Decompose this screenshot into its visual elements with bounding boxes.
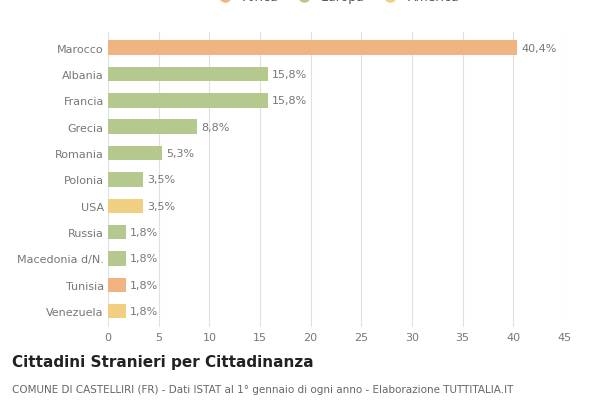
Bar	[108, 41, 517, 56]
Text: 5,3%: 5,3%	[166, 149, 194, 159]
Bar	[108, 173, 143, 187]
Bar	[108, 304, 126, 319]
Text: 1,8%: 1,8%	[130, 254, 158, 264]
Bar	[108, 94, 268, 108]
Bar	[108, 199, 143, 213]
Legend: Africa, Europa, America: Africa, Europa, America	[208, 0, 464, 9]
Text: 3,5%: 3,5%	[148, 201, 176, 211]
Bar	[108, 252, 126, 266]
Text: 15,8%: 15,8%	[272, 96, 307, 106]
Text: 1,8%: 1,8%	[130, 280, 158, 290]
Text: 3,5%: 3,5%	[148, 175, 176, 185]
Bar	[108, 225, 126, 240]
Bar	[108, 67, 268, 82]
Text: 1,8%: 1,8%	[130, 227, 158, 238]
Text: Cittadini Stranieri per Cittadinanza: Cittadini Stranieri per Cittadinanza	[12, 354, 314, 369]
Bar	[108, 278, 126, 292]
Text: 40,4%: 40,4%	[521, 43, 557, 54]
Text: 1,8%: 1,8%	[130, 306, 158, 317]
Text: COMUNE DI CASTELLIRI (FR) - Dati ISTAT al 1° gennaio di ogni anno - Elaborazione: COMUNE DI CASTELLIRI (FR) - Dati ISTAT a…	[12, 384, 514, 394]
Text: 8,8%: 8,8%	[201, 122, 230, 133]
Bar	[108, 146, 162, 161]
Text: 15,8%: 15,8%	[272, 70, 307, 80]
Bar	[108, 120, 197, 135]
